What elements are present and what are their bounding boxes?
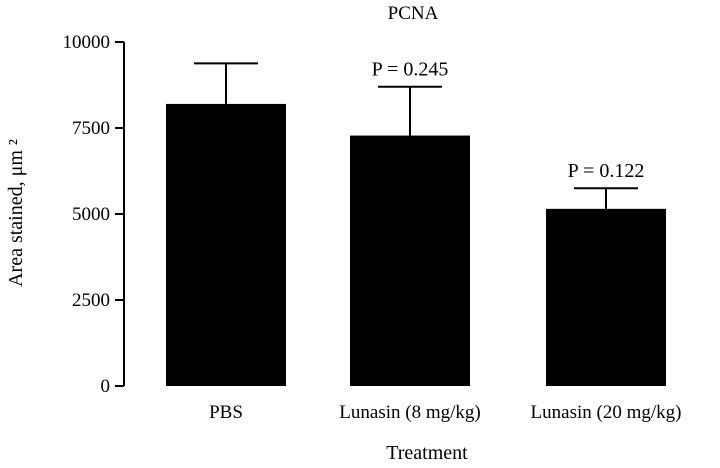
y-tick-label: 5000	[72, 204, 110, 225]
x-axis-label: Treatment	[386, 442, 468, 464]
bar	[166, 103, 286, 387]
annotation-group: P = 0.245 P = 0.122	[372, 59, 645, 182]
chart-title: PCNA	[388, 3, 439, 24]
category-label: Lunasin (8 mg/kg)	[339, 402, 480, 423]
category-label-group: PBS Lunasin (8 mg/kg) Lunasin (20 mg/kg)	[209, 402, 681, 423]
category-label: PBS	[209, 402, 243, 423]
bar-group	[166, 103, 666, 387]
y-axis-label: Area stained, μm ²	[5, 139, 27, 287]
y-tick-label: 7500	[72, 118, 110, 139]
p-value-annotation: P = 0.122	[568, 160, 645, 182]
bar	[350, 135, 470, 386]
y-tick-label: 2500	[72, 290, 110, 311]
bar	[546, 208, 666, 386]
y-tick-label: 0	[101, 376, 111, 397]
p-value-annotation: P = 0.245	[372, 59, 449, 81]
y-tick-group: 0 2500 5000 7500 10000	[63, 32, 124, 397]
category-label: Lunasin (20 mg/kg)	[531, 402, 682, 423]
y-tick-label: 10000	[63, 32, 111, 53]
error-bar-group	[194, 62, 638, 209]
